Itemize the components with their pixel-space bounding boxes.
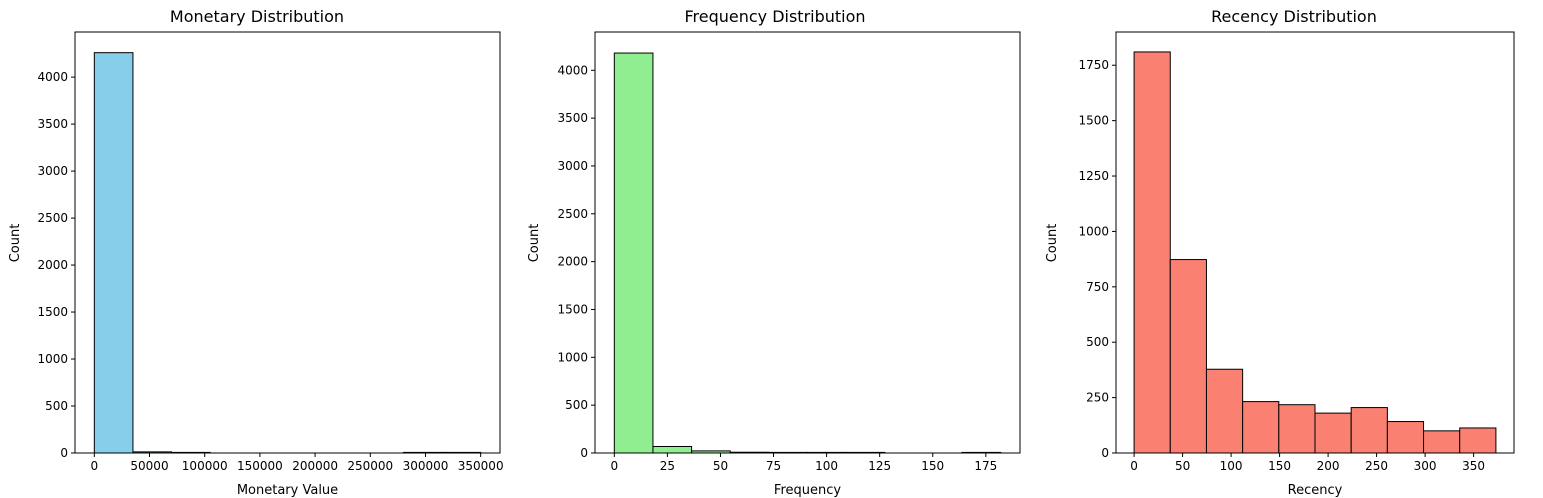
- histogram-bar: [1314, 412, 1352, 454]
- x-tick-label: 50: [713, 459, 728, 473]
- y-tick-label: 1000: [557, 350, 588, 364]
- y-tick-label: 2500: [37, 211, 68, 225]
- axes-frame: [1115, 31, 1515, 454]
- x-tick-label: 300: [1414, 459, 1437, 473]
- y-tick-label: 3000: [37, 164, 68, 178]
- chart-title: Recency Distribution: [1211, 7, 1377, 26]
- axes-frame: [74, 31, 501, 454]
- y-tick-label: 4000: [557, 63, 588, 77]
- x-axis-label: Recency: [1288, 483, 1343, 498]
- x-tick-label: 0: [1130, 459, 1138, 473]
- x-axis-label: Frequency: [774, 483, 841, 498]
- monetary-chart-panel: Monetary Distribution Monetary Value Cou…: [0, 0, 514, 498]
- x-tick-label: 200000: [292, 459, 338, 473]
- x-tick-label: 250: [1365, 459, 1388, 473]
- y-tick-label: 3500: [37, 117, 68, 131]
- histogram-bar: [1242, 401, 1280, 454]
- x-tick-label: 150000: [237, 459, 283, 473]
- chart-title: Frequency Distribution: [684, 7, 866, 26]
- frequency-chart-panel: Frequency Distribution Frequency Count 0…: [518, 0, 1032, 498]
- histogram-bar: [1459, 427, 1497, 454]
- x-axis-label: Monetary Value: [237, 483, 338, 498]
- y-tick-label: 1500: [37, 305, 68, 319]
- x-tick-label: 100000: [182, 459, 228, 473]
- x-tick-label: 100: [1220, 459, 1243, 473]
- y-tick-label: 1000: [1078, 224, 1109, 238]
- histogram-bar: [652, 445, 693, 454]
- y-tick-label: 2000: [37, 258, 68, 272]
- histogram-bar: [1278, 404, 1316, 454]
- x-tick-label: 250000: [347, 459, 393, 473]
- y-tick-label: 1500: [1078, 114, 1109, 128]
- y-tick-label: 4000: [37, 70, 68, 84]
- y-tick-label: 250: [1086, 391, 1109, 405]
- frequency-histogram: Frequency Count 0 25 50 75 100 125 150 175 0 500 1…: [527, 31, 1021, 498]
- y-tick-label: 500: [1086, 335, 1109, 349]
- histogram-bar: [93, 52, 134, 454]
- chart-title: Monetary Distribution: [169, 7, 345, 26]
- y-tick-label: 0: [580, 446, 588, 460]
- x-tick-label: 150: [1268, 459, 1291, 473]
- y-tick-label: 2500: [557, 207, 588, 221]
- y-tick-label: 500: [565, 398, 588, 412]
- y-tick-label: 0: [60, 446, 68, 460]
- y-tick-label: 3500: [557, 111, 588, 125]
- y-tick-label: 0: [1101, 446, 1109, 460]
- y-tick-label: 1250: [1078, 169, 1109, 183]
- x-tick-label: 25: [660, 459, 675, 473]
- x-tick-label: 0: [610, 459, 618, 473]
- y-tick-label: 1000: [37, 352, 68, 366]
- x-tick-label: 0: [90, 459, 98, 473]
- histogram-bar: [1350, 407, 1388, 454]
- y-tick-label: 500: [45, 399, 68, 413]
- recency-chart-panel: Recency Distribution Recency Count 0 50 10…: [1037, 0, 1543, 498]
- axes-frame: [594, 31, 1021, 454]
- x-tick-label: 125: [868, 459, 891, 473]
- x-tick-label: 200: [1317, 459, 1340, 473]
- y-axis-label: Count: [527, 224, 542, 263]
- monetary-histogram: Monetary Value Count 0 50000 100000 150000 2…: [8, 31, 504, 498]
- histogram-bar: [1133, 51, 1171, 454]
- x-tick-label: 75: [766, 459, 781, 473]
- histogram-bar: [1423, 430, 1461, 454]
- recency-histogram: Recency Count 0 50 100 150 200 250 300 350 0 250 5…: [1045, 31, 1515, 498]
- x-tick-label: 50: [1175, 459, 1190, 473]
- histogram-bar: [1386, 421, 1425, 454]
- y-axis-label: Count: [1045, 224, 1060, 263]
- x-tick-label: 350: [1462, 459, 1485, 473]
- x-tick-label: 150: [921, 459, 944, 473]
- histogram-bar: [1205, 368, 1244, 454]
- y-tick-label: 1500: [557, 302, 588, 316]
- x-tick-label: 175: [974, 459, 997, 473]
- y-tick-label: 2000: [557, 255, 588, 269]
- x-tick-label: 50000: [130, 459, 168, 473]
- y-tick-label: 1750: [1078, 58, 1109, 72]
- y-tick-label: 3000: [557, 159, 588, 173]
- x-tick-label: 350000: [458, 459, 504, 473]
- y-tick-label: 750: [1086, 280, 1109, 294]
- histogram-bar: [1169, 259, 1207, 454]
- histogram-bar: [613, 52, 654, 454]
- x-tick-label: 100: [815, 459, 838, 473]
- x-tick-label: 300000: [403, 459, 449, 473]
- y-axis-label: Count: [8, 224, 23, 263]
